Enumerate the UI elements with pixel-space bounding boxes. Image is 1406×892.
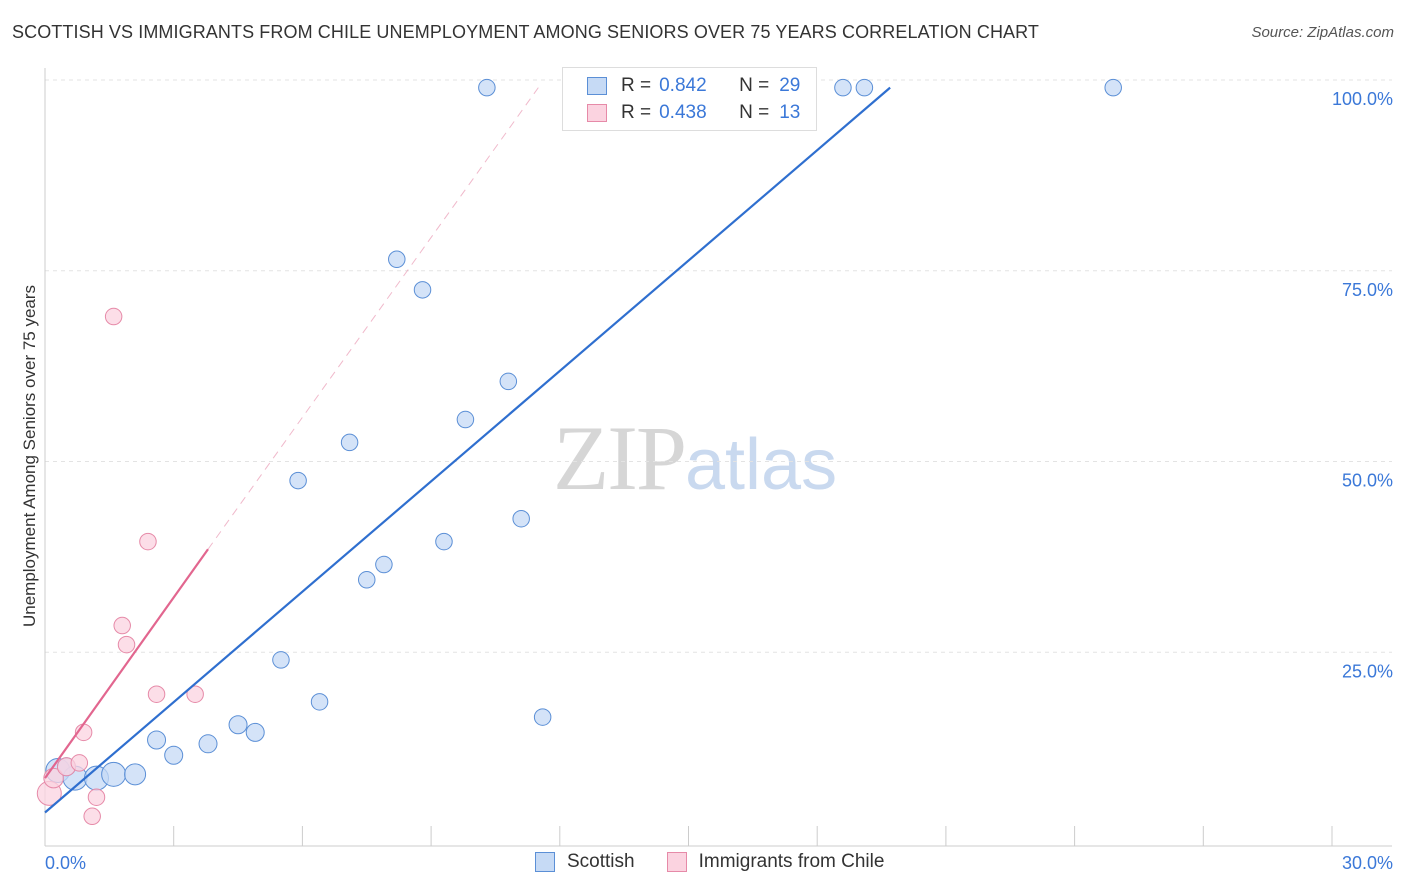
trendline-scottish bbox=[44, 86, 891, 814]
legend-label-scottish: Scottish bbox=[567, 851, 635, 872]
point-scottish bbox=[512, 509, 530, 528]
legend-r-label: R = bbox=[621, 102, 652, 123]
legend-item-scottish[interactable]: Scottish bbox=[535, 851, 635, 873]
legend-n-value: 29 bbox=[779, 75, 801, 96]
legend-row-scottish: R = 0.842 N = 29 bbox=[587, 74, 800, 98]
legend-swatch-scottish bbox=[535, 852, 555, 872]
legend-n-value: 13 bbox=[779, 102, 801, 123]
legend-r-label: R = bbox=[621, 75, 652, 96]
legend-swatch-chile bbox=[666, 852, 687, 872]
point-scottish bbox=[101, 761, 127, 787]
point-scottish bbox=[533, 708, 552, 726]
point-scottish bbox=[499, 372, 518, 391]
legend-r-value: 0.842 bbox=[659, 75, 707, 96]
point-scottish bbox=[245, 722, 265, 742]
legend-item-chile[interactable]: Immigrants from Chile bbox=[666, 851, 885, 873]
point-chile bbox=[113, 616, 131, 635]
point-chile bbox=[70, 754, 89, 772]
point-chile bbox=[147, 685, 166, 703]
point-scottish bbox=[855, 78, 874, 97]
point-chile bbox=[104, 307, 123, 326]
point-scottish bbox=[358, 571, 376, 589]
point-scottish bbox=[1104, 78, 1122, 97]
point-scottish bbox=[435, 532, 453, 551]
chart-title: SCOTTISH VS IMMIGRANTS FROM CHILE UNEMPL… bbox=[12, 22, 1040, 42]
point-scottish bbox=[198, 734, 218, 754]
point-scottish bbox=[340, 433, 359, 452]
point-scottish bbox=[289, 471, 307, 490]
point-scottish bbox=[124, 763, 147, 786]
legend-row-chile: R = 0.438 N = 13 bbox=[587, 101, 800, 125]
legend-r-value: 0.438 bbox=[659, 102, 707, 123]
point-scottish bbox=[478, 78, 496, 97]
legend-swatch-chile bbox=[587, 104, 607, 122]
point-scottish bbox=[164, 745, 184, 765]
trendline-chile bbox=[44, 548, 209, 779]
point-chile bbox=[117, 635, 136, 654]
x-tick-label: 0.0% bbox=[45, 853, 86, 873]
source-label: Source: ZipAtlas.com bbox=[1251, 24, 1394, 41]
point-scottish bbox=[388, 250, 406, 269]
legend-n-label: N = bbox=[739, 75, 770, 96]
legend-n-label: N = bbox=[739, 102, 770, 123]
y-tick-label: 50.0% bbox=[1342, 471, 1393, 491]
point-scottish bbox=[272, 651, 290, 669]
legend-label-chile: Immigrants from Chile bbox=[698, 851, 885, 872]
series-legend: Scottish Immigrants from Chile bbox=[535, 851, 916, 873]
point-scottish bbox=[834, 78, 852, 97]
point-chile bbox=[87, 788, 106, 806]
point-scottish bbox=[413, 281, 432, 299]
y-tick-label: 25.0% bbox=[1342, 661, 1393, 681]
point-chile bbox=[186, 685, 204, 703]
y-tick-label: 75.0% bbox=[1342, 280, 1393, 300]
watermark-zip: ZIP bbox=[553, 407, 687, 509]
watermark-atlas: atlas bbox=[685, 425, 838, 505]
watermark: ZIPatlas bbox=[553, 405, 837, 511]
point-chile bbox=[83, 807, 101, 826]
point-chile bbox=[139, 532, 157, 551]
point-scottish bbox=[228, 715, 248, 735]
legend-swatch-scottish bbox=[587, 77, 607, 95]
point-scottish bbox=[310, 693, 329, 711]
point-scottish bbox=[456, 410, 475, 429]
x-tick-label: 30.0% bbox=[1342, 853, 1393, 873]
point-scottish bbox=[147, 730, 167, 750]
y-tick-label: 100.0% bbox=[1332, 89, 1393, 109]
trendline-extension-chile bbox=[207, 87, 539, 550]
correlation-legend: R = 0.842 N = 29 R = 0.438 N = 13 bbox=[562, 67, 817, 131]
point-scottish bbox=[375, 555, 393, 574]
